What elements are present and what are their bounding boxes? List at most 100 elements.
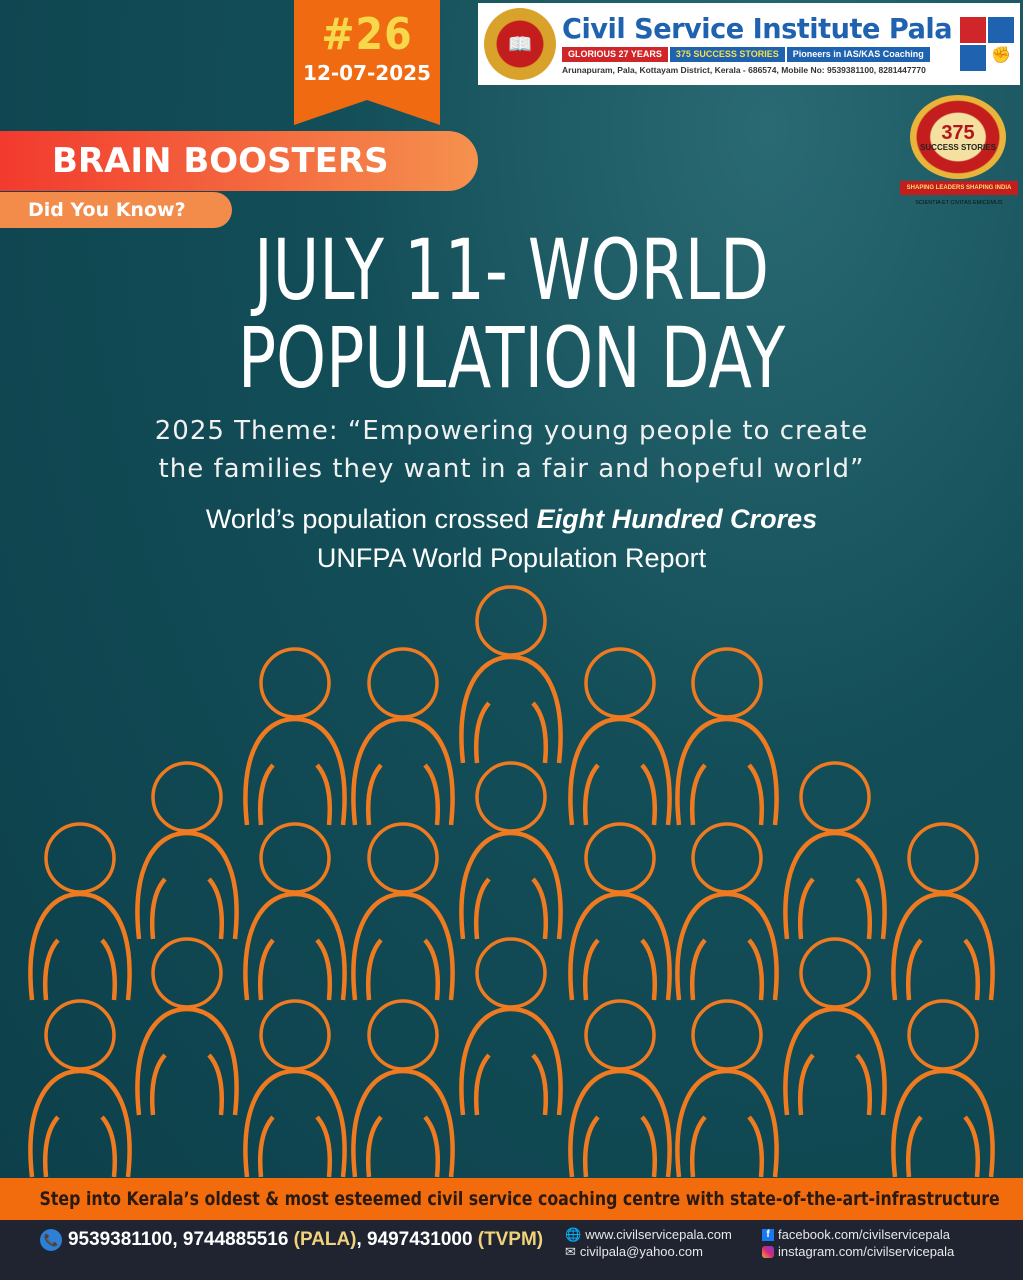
section-title: BRAIN BOOSTERS	[0, 131, 478, 191]
tagline-bar: Step into Kerala’s oldest & most esteeme…	[0, 1178, 1023, 1220]
person-head	[907, 999, 979, 1071]
person-figure	[243, 999, 347, 1178]
phone-icon: 📞	[40, 1229, 62, 1251]
person-figure	[783, 937, 887, 1116]
facebook-icon: f	[762, 1228, 774, 1241]
phones-pala: 9539381100, 9744885516	[68, 1229, 294, 1250]
population-fact: World’s population crossed Eight Hundred…	[0, 500, 1023, 578]
person-head	[691, 999, 763, 1071]
person-body	[568, 891, 672, 1001]
person-figure	[28, 822, 132, 1001]
person-body	[351, 891, 455, 1001]
person-head	[44, 999, 116, 1071]
person-figure	[351, 822, 455, 1001]
person-body	[675, 891, 779, 1001]
headline-line1: JULY 11- WORLD	[254, 221, 769, 319]
person-head	[259, 822, 331, 894]
chip-success: 375 SUCCESS STORIES	[669, 46, 785, 62]
seal-number: 375	[941, 121, 975, 144]
facebook-link[interactable]: facebook.com/civilservicepala	[778, 1227, 950, 1242]
person-head	[799, 761, 871, 833]
seal-motto-wrap: SCIENTIA ET CIVITAS EMICEMUS	[900, 199, 1018, 207]
person-head	[584, 999, 656, 1071]
instagram-link[interactable]: instagram.com/civilservicepala	[778, 1244, 955, 1259]
person-head	[151, 761, 223, 833]
person-head	[907, 822, 979, 894]
website-link[interactable]: www.civilservicepala.com	[585, 1227, 732, 1242]
theme-text: 2025 Theme: “Empowering young people to …	[0, 412, 1023, 488]
phones-tvpm: , 9497431000	[356, 1229, 478, 1250]
headline-line2: POPULATION DAY	[237, 309, 786, 407]
mail-icon: ✉	[565, 1244, 576, 1259]
person-body	[891, 1068, 995, 1178]
person-body	[783, 1006, 887, 1116]
person-figure	[243, 822, 347, 1001]
person-figure	[783, 761, 887, 940]
fact-prefix: World’s population crossed	[205, 504, 537, 534]
person-head	[367, 647, 439, 719]
seal-band-strip: SHAPING LEADERS SHAPING INDIA	[900, 181, 1018, 195]
seal-band: SHAPING LEADERS SHAPING INDIA	[906, 185, 1012, 191]
person-body	[243, 891, 347, 1001]
tagline: Step into Kerala’s oldest & most esteeme…	[39, 1188, 1000, 1210]
person-body	[135, 1006, 239, 1116]
institute-name: Civil Service Institute Pala	[562, 11, 953, 45]
fact-source: UNFPA World Population Report	[316, 543, 707, 573]
person-body	[135, 830, 239, 940]
person-body	[459, 830, 563, 940]
person-figure	[459, 585, 563, 764]
person-head	[475, 585, 547, 657]
chip-pioneers: Pioneers in IAS/KAS Coaching	[786, 46, 930, 62]
person-figure	[891, 999, 995, 1178]
chip-years: GLORIOUS 27 YEARS	[562, 46, 668, 62]
phone-numbers: 📞 9539381100, 9744885516 (PALA), 9497431…	[40, 1229, 544, 1251]
person-head	[367, 822, 439, 894]
issue-date: 12-07-2025	[303, 61, 431, 85]
person-body	[675, 716, 779, 826]
seal-text: SUCCESS STORIES	[920, 142, 996, 152]
person-body	[351, 716, 455, 826]
person-head	[259, 647, 331, 719]
person-body	[28, 891, 132, 1001]
section-subtitle: Did You Know?	[0, 192, 232, 228]
person-figure	[568, 647, 672, 826]
person-body	[243, 1068, 347, 1178]
person-head	[259, 999, 331, 1071]
institute-header: 📖 Civil Service Institute Pala GLORIOUS …	[478, 3, 1020, 85]
people-illustration	[28, 585, 995, 1178]
fact-highlight: Eight Hundred Crores	[536, 504, 818, 534]
person-body	[459, 654, 563, 764]
tvpm-label: (TVPM)	[477, 1229, 544, 1250]
person-figure	[243, 647, 347, 826]
person-figure	[351, 647, 455, 826]
person-figure	[135, 937, 239, 1116]
person-head	[475, 937, 547, 1009]
person-body	[28, 1068, 132, 1178]
issue-number: #26	[321, 9, 413, 60]
person-body	[891, 891, 995, 1001]
person-body	[243, 716, 347, 826]
person-figure	[351, 999, 455, 1178]
person-head	[691, 822, 763, 894]
person-head	[367, 999, 439, 1071]
brand-squares-logo: ✊	[960, 17, 1014, 71]
person-body	[568, 1068, 672, 1178]
person-body	[568, 716, 672, 826]
person-head	[584, 822, 656, 894]
person-figure	[891, 822, 995, 1001]
email-link[interactable]: civilpala@yahoo.com	[579, 1244, 703, 1259]
institute-crest-logo: 📖	[484, 8, 556, 80]
person-figure	[459, 937, 563, 1116]
person-head	[691, 647, 763, 719]
person-body	[351, 1068, 455, 1178]
person-head	[799, 937, 871, 1009]
person-head	[151, 937, 223, 1009]
seal-motto: SCIENTIA ET CIVITAS EMICEMUS	[915, 200, 1003, 206]
person-figure	[675, 999, 779, 1178]
theme-line2: the families they want in a fair and hop…	[158, 454, 865, 484]
person-figure	[675, 647, 779, 826]
success-seal: 375 SUCCESS STORIES	[910, 95, 1006, 179]
person-body	[459, 1006, 563, 1116]
theme-line1: 2025 Theme: “Empowering young people to …	[154, 416, 869, 446]
person-figure	[675, 822, 779, 1001]
